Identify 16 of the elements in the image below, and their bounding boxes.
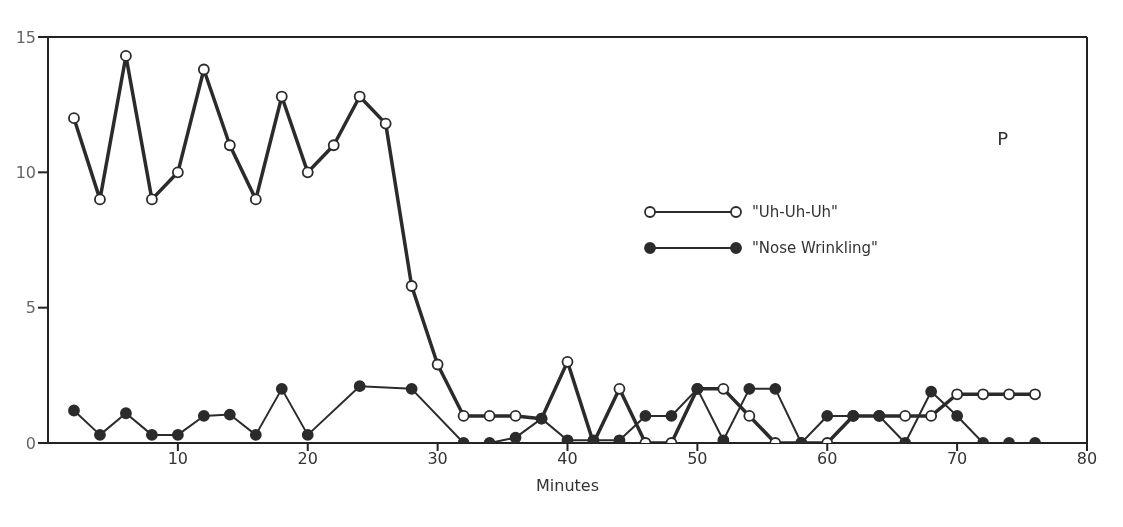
x-tick-label: 80 (1076, 449, 1098, 469)
x-tick-label: 10 (167, 449, 189, 469)
x-axis-title: Minutes (536, 476, 599, 495)
x-tick-label: 30 (427, 449, 448, 469)
y-tick-label: 15 (15, 27, 36, 47)
y-tick-label: 10 (15, 163, 36, 183)
legend-label: "Uh-Uh-Uh" (751, 203, 839, 221)
x-tick-label: 50 (687, 449, 708, 469)
y-tick-label: 5 (25, 298, 36, 318)
legend-label: "Nose Wrinkling" (751, 239, 878, 257)
y-tick-label: 0 (25, 433, 36, 453)
annotation: P (997, 128, 1008, 149)
x-tick-label: 40 (557, 449, 578, 469)
x-tick-label: 70 (946, 449, 968, 469)
x-tick-label: 60 (817, 449, 838, 469)
x-tick-label: 20 (297, 449, 318, 469)
